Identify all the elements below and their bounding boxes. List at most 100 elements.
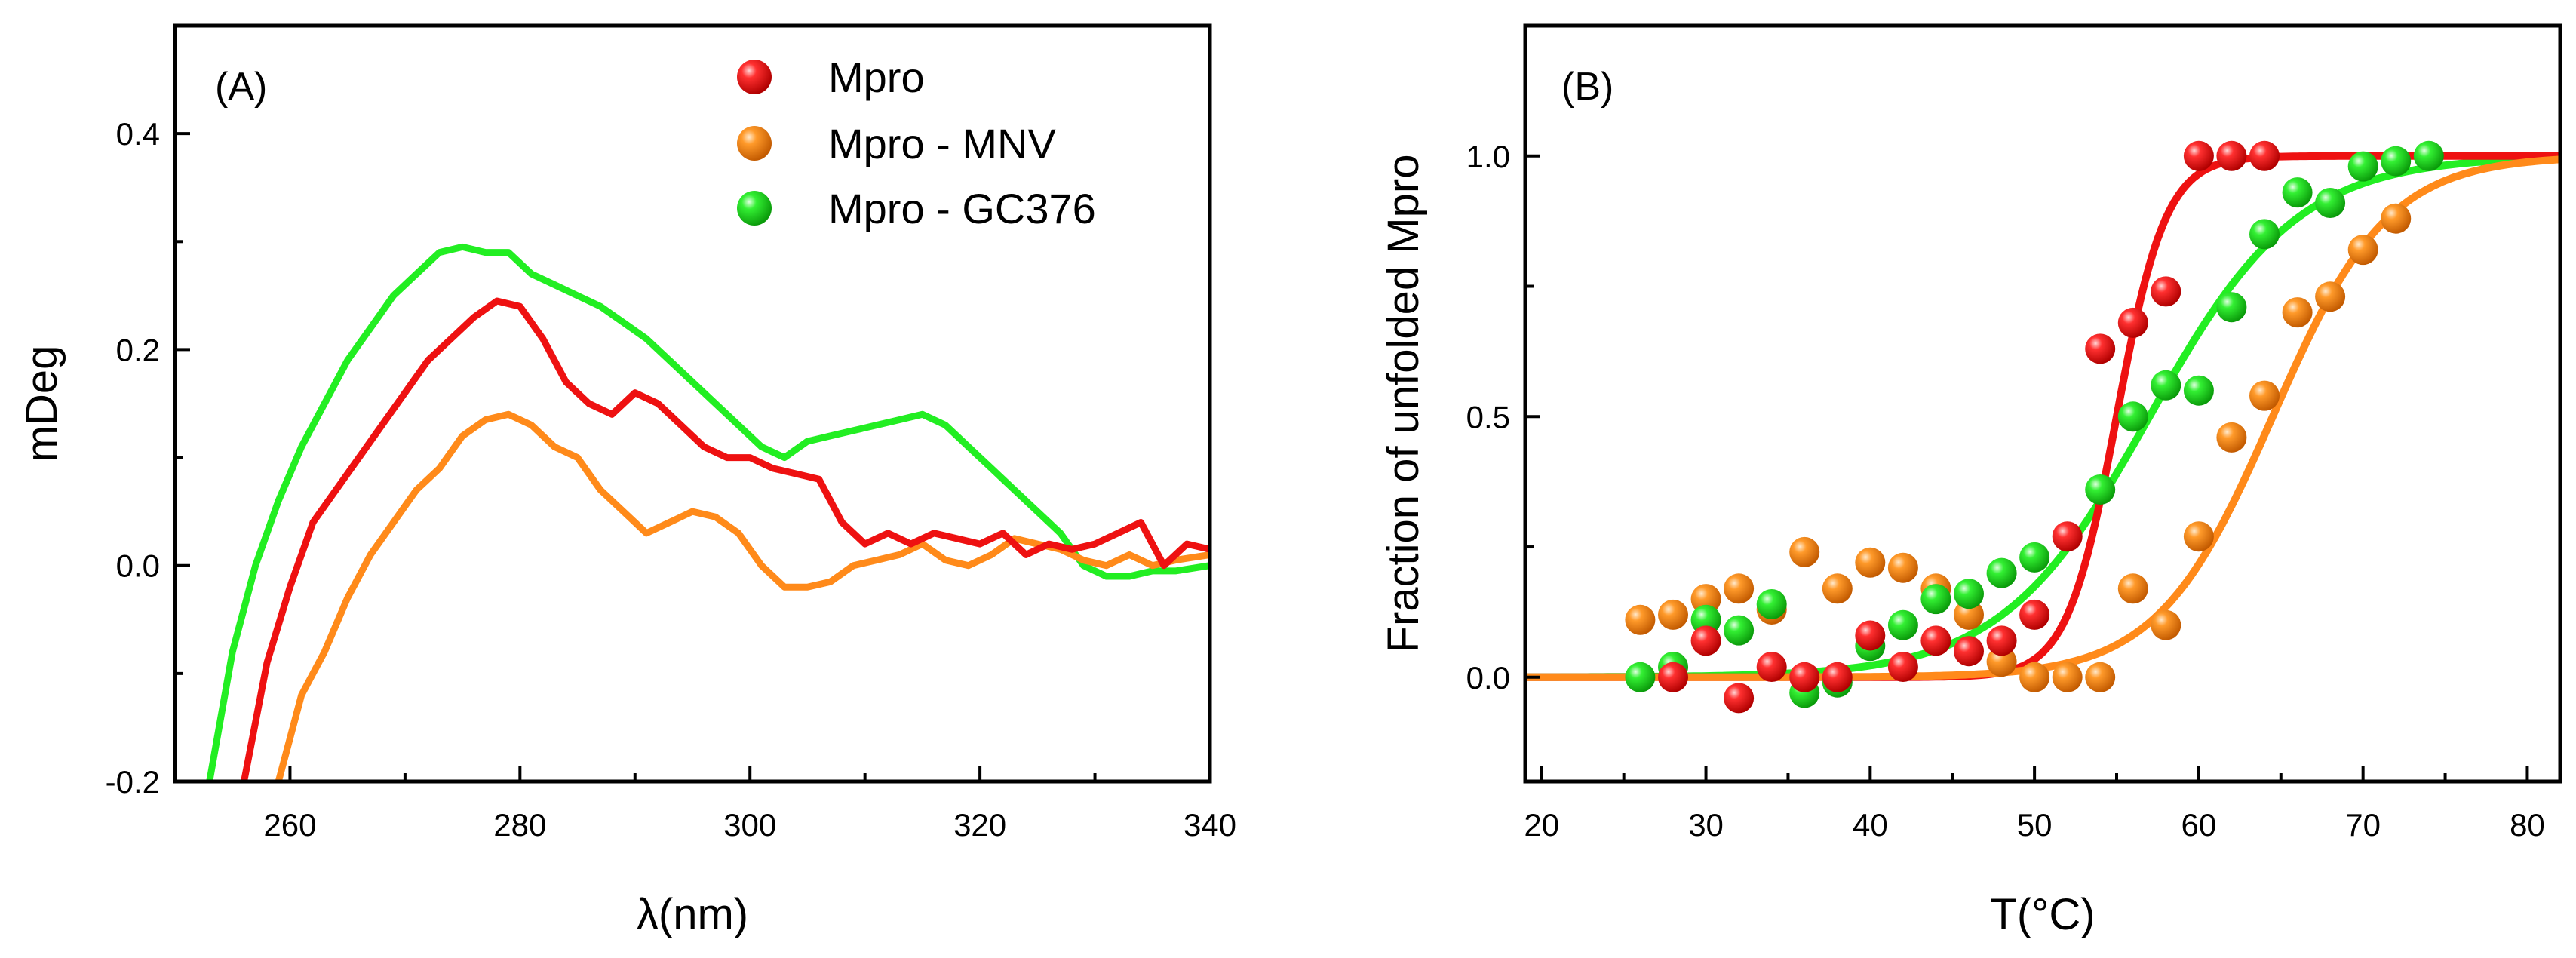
panel-a-xlabel: λ(nm) <box>637 890 748 939</box>
data-point-mpro <box>1954 636 1984 667</box>
data-point-mpro-mnv <box>2117 573 2148 604</box>
data-point-mpro-gc376 <box>1756 589 1787 619</box>
data-point-mpro-gc376 <box>2413 140 2444 171</box>
x-tick-label: 80 <box>2510 807 2545 843</box>
data-point-mpro-mnv <box>1690 584 1721 615</box>
data-point-mpro-gc376 <box>2019 542 2050 573</box>
data-point-mpro-mnv <box>2315 281 2346 312</box>
data-point-mpro-gc376 <box>2183 375 2214 406</box>
data-point-mpro-mnv <box>1986 646 2017 677</box>
panel-b-xlabel: T(°C) <box>1990 890 2095 939</box>
data-point-mpro-gc376 <box>1724 615 1755 646</box>
legend-marker-mpro <box>737 60 772 94</box>
data-point-mpro-gc376 <box>1690 604 1721 635</box>
data-point-mpro <box>1690 625 1721 656</box>
data-point-mpro-gc376 <box>1625 662 1656 692</box>
y-tick-label: 1.0 <box>1466 139 1510 174</box>
legend: Mpro Mpro - MNV Mpro - GC376 <box>737 54 1096 232</box>
data-point-mpro-mnv <box>2085 662 2116 692</box>
panel-b-frame <box>1523 23 2562 784</box>
panel-b: 20 30 40 50 60 70 80 0.0 0.5 1.0 (B) T(°C) Fracti… <box>1379 23 2562 939</box>
series-line-mpro <box>241 297 1210 781</box>
panel-b-ylabel: Fraction of unfolded Mpro <box>1379 155 1428 653</box>
data-point-mpro <box>1756 652 1787 682</box>
data-point-mpro-gc376 <box>2085 474 2116 505</box>
data-point-mpro <box>2249 140 2280 171</box>
data-point-mpro-mnv <box>1658 599 1688 630</box>
data-point-mpro <box>1724 683 1755 714</box>
data-point-mpro-gc376 <box>2151 370 2181 401</box>
data-point-mpro-mnv <box>2052 662 2083 692</box>
data-point-mpro <box>1658 662 1688 692</box>
data-point-mpro-mnv <box>1625 604 1656 635</box>
data-point-mpro <box>2085 333 2116 364</box>
data-point-mpro-mnv <box>2019 662 2050 692</box>
y-tick-label: 0.5 <box>1466 399 1510 434</box>
data-point-mpro <box>1887 652 1918 682</box>
data-point-mpro <box>2216 140 2247 171</box>
panel-a-ticks: 260 280 300 320 340 -0.2 0.0 0.2 0.4 <box>106 24 1236 843</box>
x-tick-label: 20 <box>1524 807 1559 843</box>
fit-curve-mpro-gc376 <box>1525 154 2560 681</box>
y-tick-label: 0.0 <box>116 548 160 584</box>
x-tick-label: 340 <box>1184 807 1236 843</box>
data-point-mpro-gc376 <box>2315 188 2346 218</box>
data-point-mpro-gc376 <box>2381 146 2412 177</box>
fit-curve-mpro <box>1525 152 2560 681</box>
legend-label-mpro-mnv: Mpro - MNV <box>828 120 1056 167</box>
x-tick-label: 50 <box>2017 807 2053 843</box>
legend-label-mpro: Mpro <box>828 54 925 101</box>
panel-a-series <box>206 243 1210 781</box>
data-point-mpro-gc376 <box>2347 151 2378 182</box>
data-point-mpro-mnv <box>2381 203 2412 234</box>
y-tick-label: -0.2 <box>106 764 160 800</box>
data-point-mpro-gc376 <box>2216 292 2247 323</box>
x-tick-label: 70 <box>2345 807 2381 843</box>
data-point-mpro-gc376 <box>1887 609 1918 640</box>
data-point-mpro-gc376 <box>1920 584 1951 615</box>
data-point-mpro-mnv <box>2183 521 2214 552</box>
data-point-mpro <box>2052 521 2083 552</box>
x-tick-label: 320 <box>953 807 1006 843</box>
y-tick-label: 0.0 <box>1466 660 1510 695</box>
data-point-mpro-mnv <box>1855 547 1886 578</box>
y-tick-label: 0.4 <box>116 116 160 152</box>
data-point-mpro-gc376 <box>1986 557 2017 588</box>
data-point-mpro-mnv <box>2282 297 2313 328</box>
data-point-mpro <box>2019 599 2050 630</box>
panel-a-ylabel: mDeg <box>17 345 66 462</box>
series-line-mpro-mnv <box>275 410 1210 781</box>
data-point-mpro-gc376 <box>2117 401 2148 432</box>
legend-marker-mpro-mnv <box>737 126 772 161</box>
data-point-mpro-mnv <box>1789 536 1820 567</box>
x-tick-label: 40 <box>1853 807 1888 843</box>
legend-label-mpro-gc376: Mpro - GC376 <box>828 185 1096 232</box>
panel-b-label: (B) <box>1561 65 1613 109</box>
data-point-mpro-gc376 <box>2282 177 2313 208</box>
panel-a-frame <box>173 23 1212 784</box>
x-tick-label: 280 <box>493 807 546 843</box>
panel-b-series <box>1525 140 2560 714</box>
data-point-mpro-gc376 <box>2249 219 2280 250</box>
data-point-mpro-mnv <box>1954 599 1984 630</box>
panel-b-ticks: 20 30 40 50 60 70 80 0.0 0.5 1.0 <box>1466 24 2545 843</box>
data-point-mpro-gc376 <box>1954 579 1984 609</box>
data-point-mpro-mnv <box>2347 235 2378 266</box>
data-point-mpro <box>2117 307 2148 338</box>
x-tick-label: 300 <box>723 807 776 843</box>
legend-marker-mpro-gc376 <box>737 191 772 226</box>
data-point-mpro-mnv <box>2151 609 2181 640</box>
data-point-mpro-mnv <box>1822 573 1853 604</box>
series-line-mpro-gc376 <box>206 243 1210 781</box>
x-tick-label: 60 <box>2181 807 2217 843</box>
data-point-mpro <box>1920 625 1951 656</box>
data-point-mpro-mnv <box>2249 380 2280 411</box>
data-point-mpro-mnv <box>2216 422 2247 453</box>
data-point-mpro <box>1789 662 1820 692</box>
data-point-mpro <box>2183 140 2214 171</box>
data-point-mpro <box>1822 662 1853 692</box>
x-tick-label: 260 <box>263 807 316 843</box>
panel-a-label: (A) <box>215 65 267 109</box>
y-tick-label: 0.2 <box>116 332 160 367</box>
